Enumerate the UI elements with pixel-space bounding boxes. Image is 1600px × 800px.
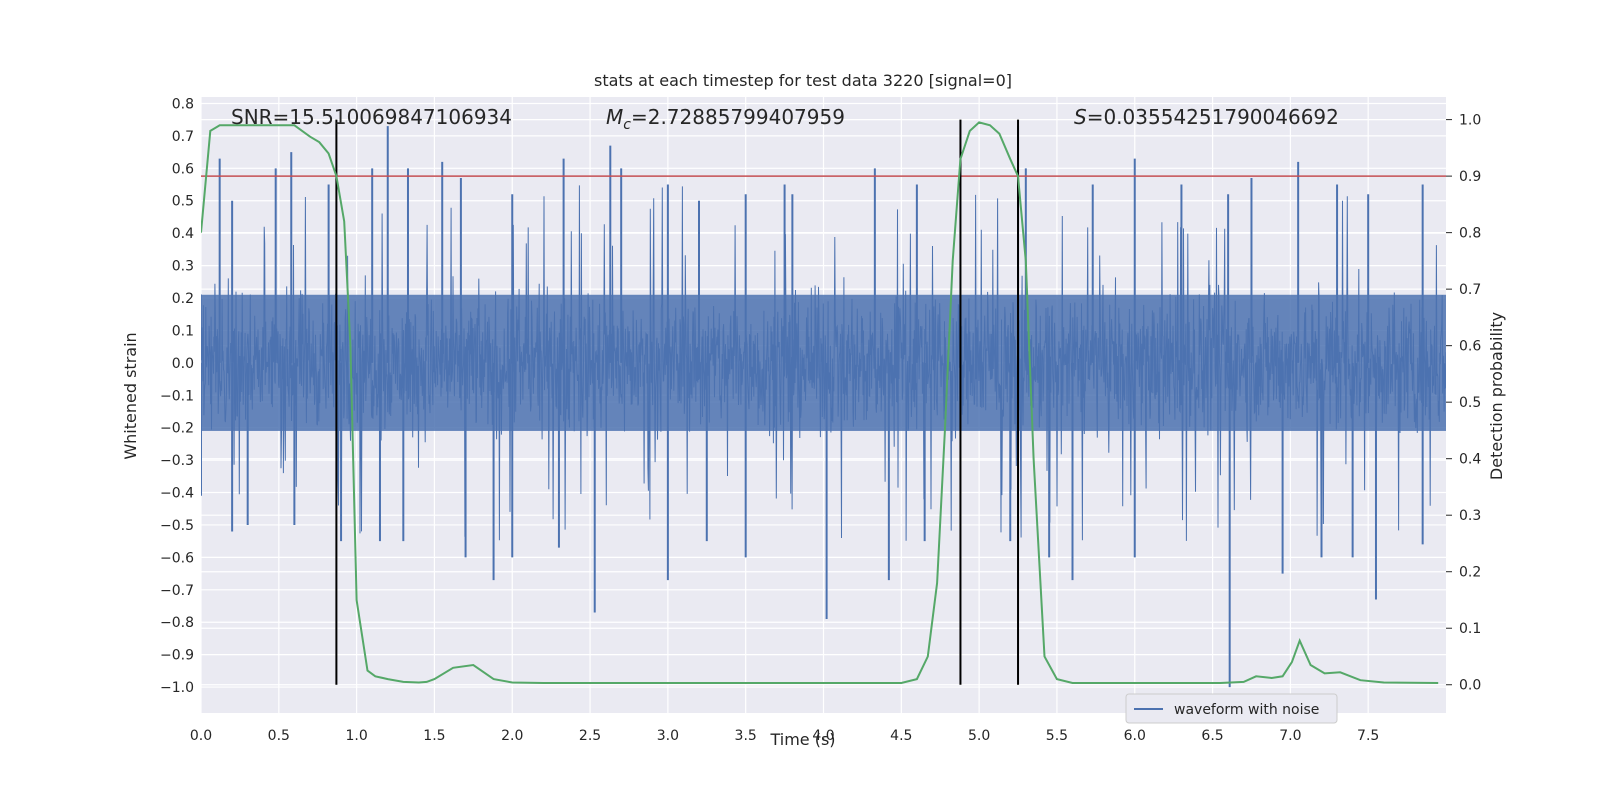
y-tick-label: 0.4 [172,226,194,242]
x-tick-label: 0.0 [190,728,212,744]
y-axis-label: Whitened strain [121,332,140,459]
y-axis-right-ticks: 1.0 0.9 0.8 0.7 0.6 0.5 0.4 0.3 0.2 0.1 0.0 [1446,113,1481,694]
x-tick-label: 1.5 [423,728,445,744]
x-tick-label: 3.5 [735,728,757,744]
detection-probability-series [201,121,1439,684]
y-tick-label: −1.0 [160,680,194,696]
y-tick-label: 0.2 [172,291,194,307]
y-tick-label: −0.1 [160,388,194,404]
y-tick-label: −0.3 [160,453,194,469]
y-tick-label: −0.9 [160,648,194,664]
y-tick-label: −0.6 [160,550,194,566]
y-tick-label: 0.0 [172,356,194,372]
y-right-tick-label: 0.3 [1459,508,1481,524]
y-right-tick-label: 0.6 [1459,339,1481,355]
x-tick-label: 6.0 [1124,728,1146,744]
chart-title: stats at each timestep for test data 322… [594,71,1012,90]
chirp-mass-value: =2.72885799407959 [631,105,845,129]
x-tick-label: 5.5 [1046,728,1068,744]
s-symbol: S [1074,105,1087,129]
x-tick-label: 0.5 [268,728,290,744]
y-tick-label: −0.4 [160,486,194,502]
y-tick-label: 0.5 [172,194,194,210]
chirp-mass-subscript: c [623,117,631,133]
x-tick-label: 3.0 [657,728,679,744]
y-tick-label: −0.2 [160,421,194,437]
y-axis-right-label: Detection probability [1487,312,1506,480]
y-right-tick-label: 0.8 [1459,226,1481,242]
y-tick-label: 0.7 [172,129,194,145]
y-tick-label: 0.8 [172,96,194,112]
y-right-tick-label: 0.2 [1459,565,1481,581]
y-right-tick-label: 0.1 [1459,621,1481,637]
legend-label-waveform: waveform with noise [1174,702,1319,718]
x-tick-label: 2.5 [579,728,601,744]
y-right-tick-label: 0.4 [1459,452,1481,468]
legend-box [1125,693,1338,724]
x-tick-label: 4.5 [890,728,912,744]
x-tick-label: 1.0 [345,728,367,744]
chirp-mass-annotation: Mc=2.72885799407959 [606,105,845,133]
y-tick-label: −0.5 [160,518,194,534]
x-tick-label: 7.0 [1279,728,1301,744]
s-value: =0.03554251790046692 [1087,105,1339,129]
y-tick-label: −0.8 [160,615,194,631]
x-axis-ticks: 0.0 0.5 1.0 1.5 2.0 2.5 3.0 3.5 4.0 4.5 5.0 5.5 6.0 6… [190,728,1379,744]
y-right-tick-label: 0.9 [1459,169,1481,185]
chirp-mass-symbol: M [606,105,623,129]
y-tick-label: 0.1 [172,323,194,339]
x-axis-label: Time (s) [769,730,835,749]
x-tick-label: 5.0 [968,728,990,744]
x-tick-label: 7.5 [1357,728,1379,744]
y-right-tick-label: 1.0 [1459,113,1481,129]
y-tick-label: 0.6 [172,161,194,177]
y-right-tick-label: 0.7 [1459,282,1481,298]
y-right-tick-label: 0.5 [1459,395,1481,411]
y-right-tick-label: 0.0 [1459,678,1481,694]
x-tick-label: 2.0 [501,728,523,744]
y-tick-label: −0.7 [160,583,194,599]
vertical-markers [335,119,1020,685]
legend: waveform with noise [1125,693,1338,724]
snr-annotation: SNR=15.510069847106934 [231,105,512,129]
x-tick-label: 4.0 [812,728,834,744]
y-tick-label: 0.3 [172,259,194,275]
y-axis-left-ticks: 0.8 0.7 0.6 0.5 0.4 0.3 0.2 0.1 0.0 −0.1 −0.2 −0.3 −… [160,96,194,696]
x-tick-label: 6.5 [1201,728,1223,744]
s-annotation: S=0.03554251790046692 [1074,105,1339,129]
